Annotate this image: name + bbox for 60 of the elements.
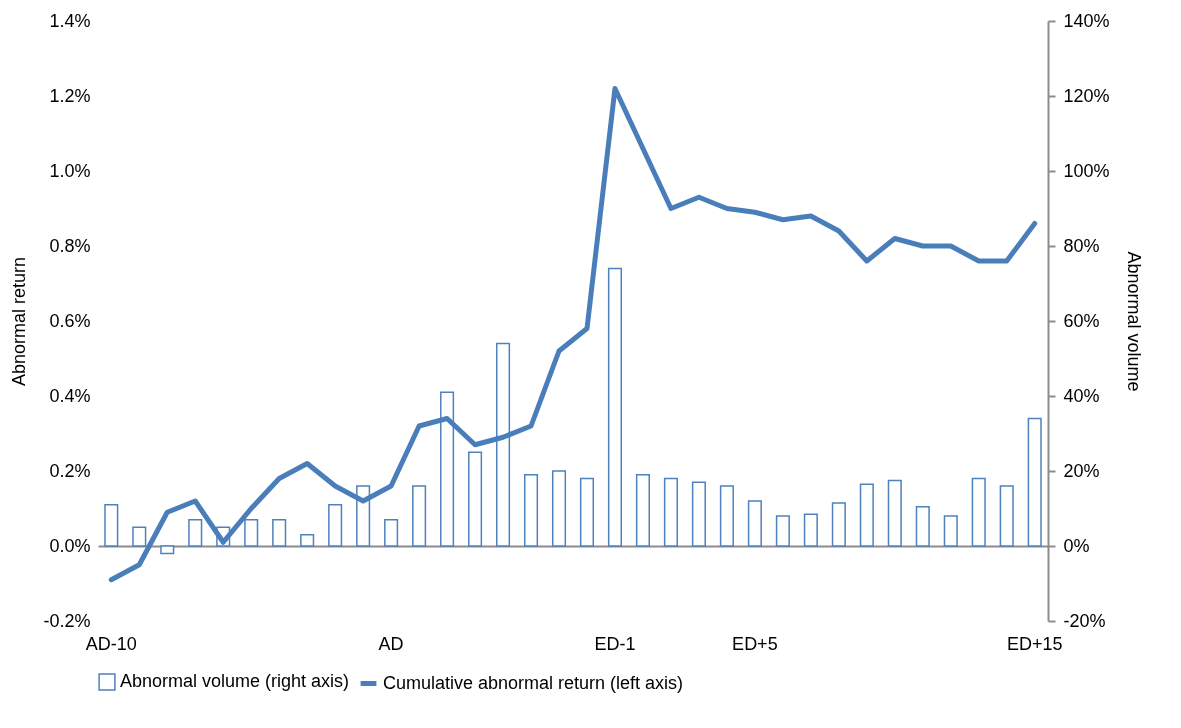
y2-tick-label: 60% [1063, 310, 1100, 331]
bar [356, 485, 371, 547]
y2-tick-label: -20% [1063, 610, 1106, 631]
x-tick-label: AD [378, 633, 404, 654]
x-tick-label: ED+15 [1006, 633, 1063, 654]
bar [915, 505, 930, 547]
bar [468, 451, 483, 547]
x-tick-label: AD-10 [85, 633, 137, 654]
y-tick-label: 0.4% [49, 385, 91, 406]
bar [132, 526, 147, 547]
bar [943, 515, 958, 547]
bar [244, 519, 259, 547]
bar [440, 391, 455, 547]
y-tick-label: -0.2% [43, 610, 91, 631]
y-tick-label: 1.4% [49, 10, 91, 31]
bar [887, 479, 902, 547]
bar [551, 470, 567, 547]
bar [999, 485, 1014, 547]
bar [775, 515, 790, 547]
bar [496, 342, 511, 547]
bar [635, 474, 650, 547]
bar [272, 519, 287, 547]
bar [579, 477, 595, 547]
bar [859, 483, 874, 547]
bar [300, 534, 315, 547]
y2-axis-title: Abnormal volume [1123, 251, 1144, 392]
bar [971, 477, 986, 547]
bar [523, 474, 539, 547]
bar [803, 513, 818, 547]
y-tick-label: 1.0% [49, 160, 91, 181]
bar [104, 504, 119, 547]
y2-tick-label: 20% [1063, 460, 1100, 481]
legend-label: Cumulative abnormal return (left axis) [383, 672, 684, 693]
bar [719, 485, 734, 547]
y2-tick-label: 140% [1063, 10, 1110, 31]
bar [328, 504, 343, 547]
y-axis-title: Abnormal return [9, 256, 30, 387]
bar [663, 477, 678, 547]
x-tick-label: ED-1 [594, 633, 636, 654]
legend-label: Abnormal volume (right axis) [120, 671, 350, 691]
bar [1027, 417, 1042, 547]
bar [831, 502, 846, 547]
bar [188, 519, 203, 547]
y2-tick-label: 120% [1063, 85, 1110, 106]
bar [384, 519, 399, 547]
bar [607, 267, 623, 547]
y-tick-label: 0.0% [49, 535, 91, 556]
y2-tick-label: 100% [1063, 160, 1110, 181]
y-tick-label: 0.8% [49, 235, 91, 256]
y2-tick-label: 40% [1063, 385, 1100, 406]
y2-tick-label: 80% [1063, 235, 1100, 256]
bar [160, 545, 175, 555]
y2-tick-label: 0% [1063, 535, 1090, 556]
bar [747, 500, 762, 547]
y-tick-label: 1.2% [49, 85, 91, 106]
bar [412, 485, 427, 547]
y-tick-label: 0.6% [49, 310, 91, 331]
x-tick-label: ED+5 [732, 633, 778, 654]
y-tick-label: 0.2% [49, 460, 91, 481]
bar [691, 481, 706, 547]
